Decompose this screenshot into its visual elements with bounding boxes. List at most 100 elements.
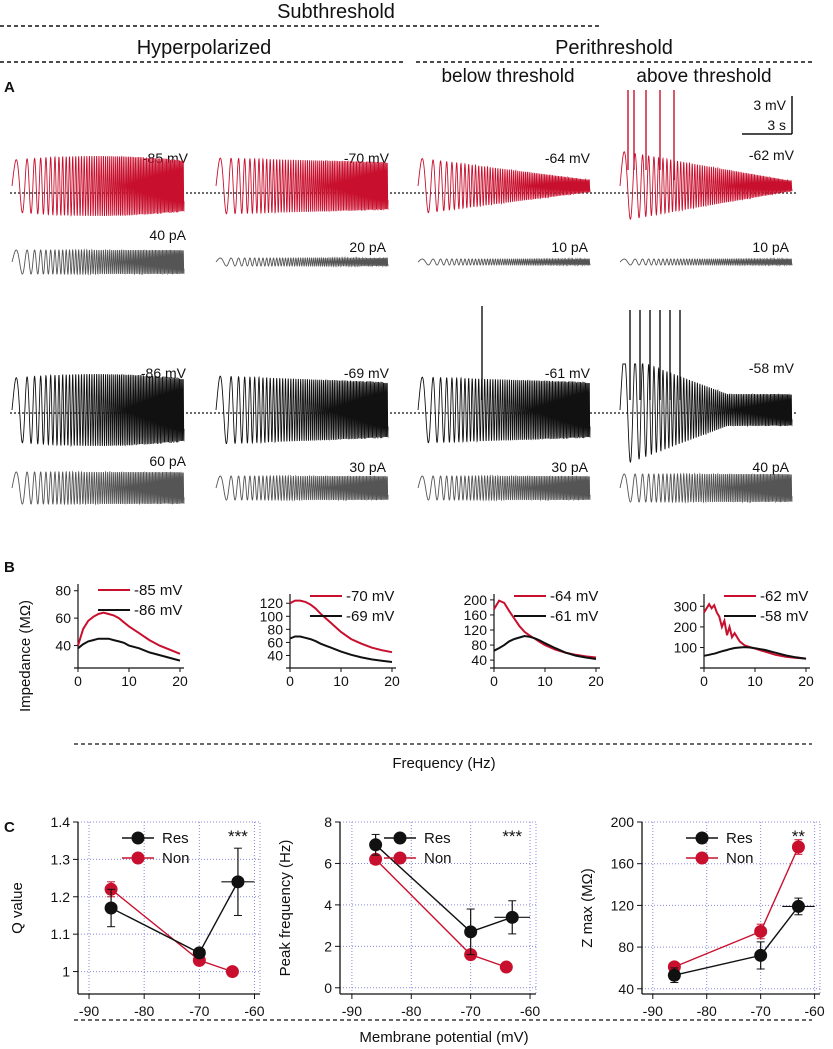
x-tick-label: -70 bbox=[189, 1003, 209, 1019]
data-point-non bbox=[499, 960, 513, 974]
y-tick-label: 1.1 bbox=[51, 926, 71, 942]
y-tick-label: 1.4 bbox=[51, 814, 71, 830]
legend-label-1: Res bbox=[162, 830, 189, 847]
summary-chart-2: -90 -80 -70 -60 0 2 4 6 8 Peak frequency (Hz) Res N… bbox=[277, 814, 540, 1019]
x-tick-label: 20 bbox=[384, 673, 400, 689]
y-tick-label: 200 bbox=[674, 619, 698, 635]
y-tick-label: 1.3 bbox=[51, 851, 71, 867]
red-current-3: 10 pA bbox=[551, 239, 588, 255]
red-current-1: 40 pA bbox=[149, 227, 186, 243]
header: Subthreshold Hyperpolarized Perithreshol… bbox=[0, 1, 812, 836]
y-tick-label: 120 bbox=[260, 595, 284, 611]
y-tick-label: 60 bbox=[267, 634, 283, 650]
series-line-2 bbox=[77, 637, 181, 662]
panel-b-label: B bbox=[4, 559, 15, 576]
legend-label-1: -64 mV bbox=[550, 588, 598, 605]
x-tick-label: 0 bbox=[74, 673, 82, 689]
y-tick-label: 200 bbox=[611, 814, 635, 830]
above-threshold-label: above threshold bbox=[636, 66, 771, 87]
current-trace-red-1 bbox=[11, 248, 185, 276]
x-tick-label: -80 bbox=[401, 1003, 421, 1019]
x-tick-label: 0 bbox=[286, 673, 294, 689]
y-tick-label: 160 bbox=[464, 607, 488, 623]
below-threshold-label: below threshold bbox=[441, 66, 574, 87]
x-tick-label: -90 bbox=[643, 1003, 663, 1019]
red-voltage-3: -64 mV bbox=[545, 150, 591, 166]
significance-marker: *** bbox=[502, 827, 522, 846]
summary-chart-3: -90 -80 -70 -60 40 80 120 160 200 Z max (MΩ) Res No… bbox=[579, 814, 825, 1019]
legend-marker-1 bbox=[131, 831, 145, 845]
series-line-1 bbox=[289, 599, 393, 654]
y-tick-label: 200 bbox=[464, 592, 488, 608]
black-voltage-3: -61 mV bbox=[545, 365, 591, 381]
summary-chart-1: -90 -80 -70 -60 1 1.1 1.2 1.3 1.4 Q value Res Non **… bbox=[9, 814, 265, 1019]
legend-label-2: -61 mV bbox=[550, 608, 598, 625]
legend-marker-1 bbox=[695, 831, 709, 845]
trace-labels: -85 mV -70 mV -64 mV -62 mV 40 pA 20 pA … bbox=[141, 147, 795, 475]
black-current-4: 40 pA bbox=[752, 459, 789, 475]
y-tick-label: 1 bbox=[62, 964, 70, 980]
black-current-2: 30 pA bbox=[349, 459, 386, 475]
data-point-non bbox=[369, 852, 383, 866]
x-tick-label: -90 bbox=[79, 1003, 99, 1019]
black-voltage-2: -69 mV bbox=[344, 365, 390, 381]
y-tick-label: 300 bbox=[674, 598, 698, 614]
voltage-trace-black-4 bbox=[619, 363, 793, 463]
y-tick-label: 80 bbox=[55, 583, 71, 599]
voltage-trace-red-3 bbox=[417, 158, 591, 214]
voltage-trace-red-4 bbox=[619, 151, 793, 220]
y-tick-label: 40 bbox=[267, 647, 283, 663]
x-tick-label: -60 bbox=[520, 1003, 540, 1019]
legend-label-2: -69 mV bbox=[346, 608, 394, 625]
current-trace-black-4 bbox=[619, 472, 793, 504]
legend-label-2: Non bbox=[424, 850, 452, 867]
x-tick-label: 20 bbox=[588, 673, 604, 689]
current-trace-red-3 bbox=[417, 257, 591, 267]
x-tick-label: -70 bbox=[461, 1003, 481, 1019]
x-tick-label: 10 bbox=[537, 673, 553, 689]
y-tick-label: 80 bbox=[618, 939, 634, 955]
legend-marker-2 bbox=[393, 851, 407, 865]
significance-marker: *** bbox=[228, 827, 248, 846]
hyperpolarized-label: Hyperpolarized bbox=[137, 37, 272, 59]
scale-voltage-label: 3 mV bbox=[753, 97, 786, 113]
data-point-res bbox=[667, 968, 681, 982]
y-tick-label: 8 bbox=[324, 814, 332, 830]
y-tick-label: 0 bbox=[324, 980, 332, 996]
data-point-res bbox=[791, 899, 805, 913]
x-tick-label: 0 bbox=[700, 673, 708, 689]
series-line-1 bbox=[703, 602, 807, 660]
series-line-2 bbox=[375, 858, 507, 968]
significance-marker: ** bbox=[792, 827, 806, 846]
data-point-non bbox=[791, 840, 805, 854]
x-tick-label: 10 bbox=[333, 673, 349, 689]
perithreshold-label: Perithreshold bbox=[555, 37, 673, 59]
y-tick-label: 80 bbox=[471, 637, 487, 653]
x-tick-label: -80 bbox=[134, 1003, 154, 1019]
series-line-2 bbox=[493, 634, 597, 660]
y-tick-label: 100 bbox=[260, 608, 284, 624]
impedance-ylabel: Impedance (MΩ) bbox=[17, 600, 34, 712]
legend-label-1: -62 mV bbox=[760, 588, 808, 605]
traces bbox=[11, 90, 793, 506]
y-tick-label: 80 bbox=[267, 621, 283, 637]
y-tick-label: 1.2 bbox=[51, 889, 71, 905]
legend-label-2: Non bbox=[726, 850, 754, 867]
subthreshold-label: Subthreshold bbox=[277, 1, 395, 23]
legend-label-2: -86 mV bbox=[134, 602, 182, 619]
legend-label-1: -85 mV bbox=[134, 582, 182, 599]
x-tick-label: -90 bbox=[342, 1003, 362, 1019]
y-tick-label: 120 bbox=[611, 897, 635, 913]
scale-bar: 3 mV 3 s bbox=[742, 96, 793, 135]
black-voltage-4: -58 mV bbox=[749, 360, 795, 376]
current-trace-red-2 bbox=[215, 256, 389, 268]
black-current-1: 60 pA bbox=[149, 453, 186, 469]
series-line-2 bbox=[110, 888, 233, 973]
series-line-1 bbox=[110, 881, 239, 954]
y-axis-label: Peak frequency (Hz) bbox=[277, 840, 294, 977]
data-point-res bbox=[104, 901, 118, 915]
data-point-non bbox=[225, 965, 239, 979]
